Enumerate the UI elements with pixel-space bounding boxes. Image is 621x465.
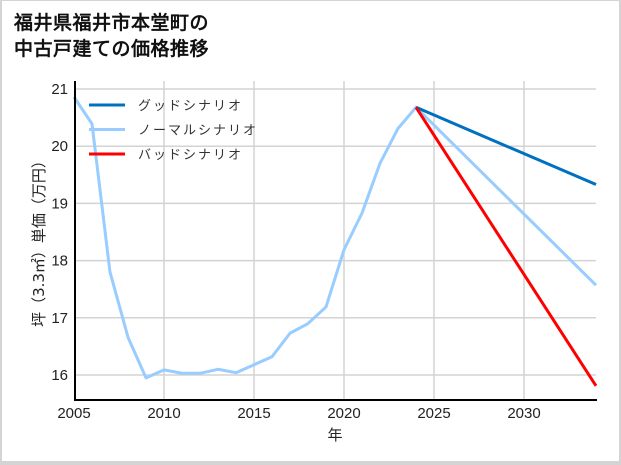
- legend-label: ノーマルシナリオ: [138, 124, 258, 139]
- chart-title-line-1: 福井県福井市本堂町の: [14, 12, 210, 34]
- x-tick-label: 2025: [417, 405, 450, 422]
- chart-title-line-2: 中古戸建ての価格推移: [14, 38, 210, 60]
- y-tick-labels: 16 17 18 19 20 21: [51, 81, 68, 384]
- y-axis-label: 坪（3.3㎡）単価（万円）: [30, 153, 48, 327]
- x-tick-label: 2005: [57, 405, 90, 422]
- legend-label: バッドシナリオ: [138, 148, 243, 163]
- y-tick-label: 20: [51, 138, 68, 155]
- series-line: [415, 105, 597, 186]
- y-tick-label: 18: [51, 253, 68, 270]
- series-line: [72, 96, 598, 380]
- x-axis-label: 年: [327, 426, 342, 444]
- y-tick-label: 17: [51, 310, 68, 327]
- x-tick-label: 2030: [507, 405, 540, 422]
- y-tick-label: 21: [51, 81, 68, 98]
- chart-title: 福井県福井市本堂町の 中古戸建ての価格推移: [14, 10, 209, 62]
- legend-label: グッドシナリオ: [138, 99, 243, 114]
- data-series: [72, 96, 598, 387]
- y-tick-label: 19: [51, 195, 68, 212]
- series-line: [414, 106, 598, 387]
- x-tick-label: 2020: [327, 405, 360, 422]
- x-tick-labels: 2005 2010 2015 2020 2025 2030: [57, 405, 540, 422]
- axes: [74, 81, 597, 401]
- x-tick-label: 2015: [237, 405, 270, 422]
- x-tick-label: 2010: [147, 405, 180, 422]
- y-tick-label: 16: [51, 367, 68, 384]
